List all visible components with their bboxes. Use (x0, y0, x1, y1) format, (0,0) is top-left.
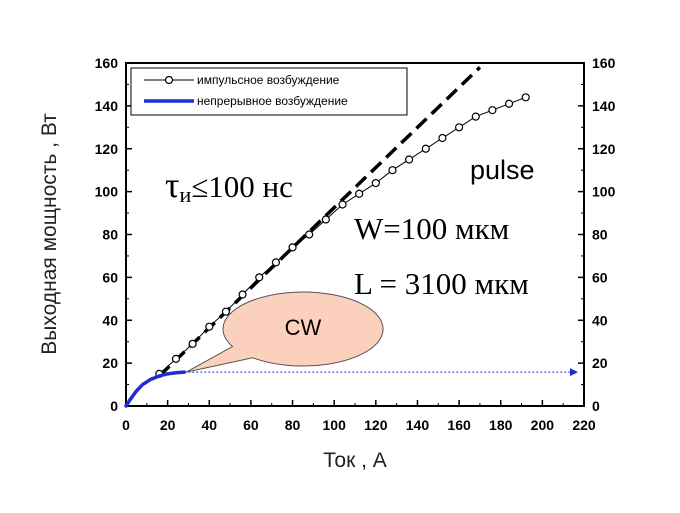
y-tick-label-right: 160 (592, 55, 616, 71)
y-tick-label-left: 140 (95, 98, 119, 114)
pulse-point (255, 273, 264, 282)
legend: импульсное возбуждение непрерывное возбу… (130, 67, 408, 116)
pulse-point (371, 178, 380, 188)
y-tick-label-right: 40 (592, 312, 608, 328)
y-tick-label-right: 100 (592, 184, 616, 200)
pulse-point (271, 258, 280, 267)
tau-annotation: τи≤100 нс (165, 165, 293, 207)
y-tick-label-right: 80 (592, 227, 608, 243)
pulse-point (205, 322, 214, 331)
pulse-point (288, 243, 297, 252)
pulse-point (421, 144, 430, 153)
pulse-point (238, 290, 247, 299)
pulse-point (221, 307, 231, 316)
tau-subscript: и (179, 182, 191, 207)
y-tick-label-left: 20 (102, 355, 118, 371)
cw-label: CW (285, 315, 322, 340)
x-tick-label: 0 (122, 417, 130, 433)
series-layer (124, 66, 578, 408)
y-tick-label-right: 20 (592, 355, 608, 371)
pulse-point (454, 123, 464, 132)
y-tick-label-left: 0 (110, 398, 118, 414)
pulse-point (388, 166, 397, 175)
x-axis-title: Ток , А (323, 449, 387, 472)
cw-callout-bubble (186, 291, 384, 373)
pulse-point (188, 339, 197, 348)
y-tick-label-left: 40 (102, 312, 118, 328)
y-axis-title: Выходная мощность , Вт (38, 113, 61, 355)
x-tick-label: 200 (531, 417, 555, 433)
y-tick-label-right: 120 (592, 141, 616, 157)
y-tick-label-left: 160 (95, 55, 119, 71)
pulse-point (405, 155, 414, 164)
y-tick-label-left: 100 (95, 184, 119, 200)
pulse-point (171, 354, 181, 363)
y-tick-label-left: 60 (102, 269, 118, 285)
pulse-point (305, 230, 314, 239)
tau-text: ≤100 нс (191, 169, 293, 204)
pulse-annotation: pulse (470, 155, 535, 185)
pulse-point (504, 99, 514, 108)
tau-symbol: τ (165, 165, 179, 205)
legend-label-pulse: импульсное возбуждение (197, 73, 340, 87)
x-tick-label: 120 (364, 417, 388, 433)
legend-label-cw: непрерывное возбуждение (197, 94, 348, 108)
pulse-point (521, 93, 530, 102)
legend-marker-pulse (164, 75, 174, 85)
x-tick-label: 100 (323, 417, 347, 433)
x-tick-label: 180 (489, 417, 513, 433)
x-tick-label: 60 (243, 417, 259, 433)
legend-box (130, 67, 408, 116)
width-annotation: W=100 мкм (354, 211, 509, 246)
cw-arrow-head (570, 368, 578, 377)
pulse-point (338, 200, 347, 209)
x-tick-label: 20 (160, 417, 176, 433)
y-tick-label-right: 0 (592, 398, 600, 414)
x-tick-label: 160 (447, 417, 471, 433)
y-tick-label-right: 60 (592, 269, 608, 285)
x-tick-label: 220 (572, 417, 596, 433)
pulse-point (355, 189, 364, 198)
pulse-point (488, 106, 497, 115)
y-tick-label-left: 80 (102, 227, 118, 243)
length-annotation: L = 3100 мкм (354, 266, 529, 301)
x-tick-label: 40 (201, 417, 217, 433)
cw-series-line (124, 370, 187, 408)
y-tick-label-left: 120 (95, 141, 119, 157)
x-tick-label: 140 (406, 417, 430, 433)
pulse-point (438, 133, 447, 143)
y-tick-label-right: 140 (592, 98, 616, 114)
pulse-point (321, 215, 330, 224)
x-tick-label: 80 (285, 417, 301, 433)
pulse-point (471, 112, 480, 121)
